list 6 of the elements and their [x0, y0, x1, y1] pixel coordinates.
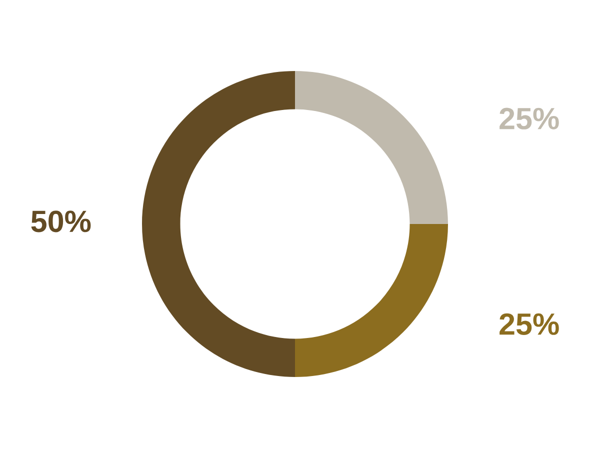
data-label: 25%: [500, 313, 559, 335]
data-label: 50%: [31, 210, 91, 232]
donut-slice: [142, 71, 295, 377]
donut-slice: [295, 71, 448, 224]
data-label: 25%: [500, 108, 559, 130]
donut-slice: [295, 224, 448, 377]
